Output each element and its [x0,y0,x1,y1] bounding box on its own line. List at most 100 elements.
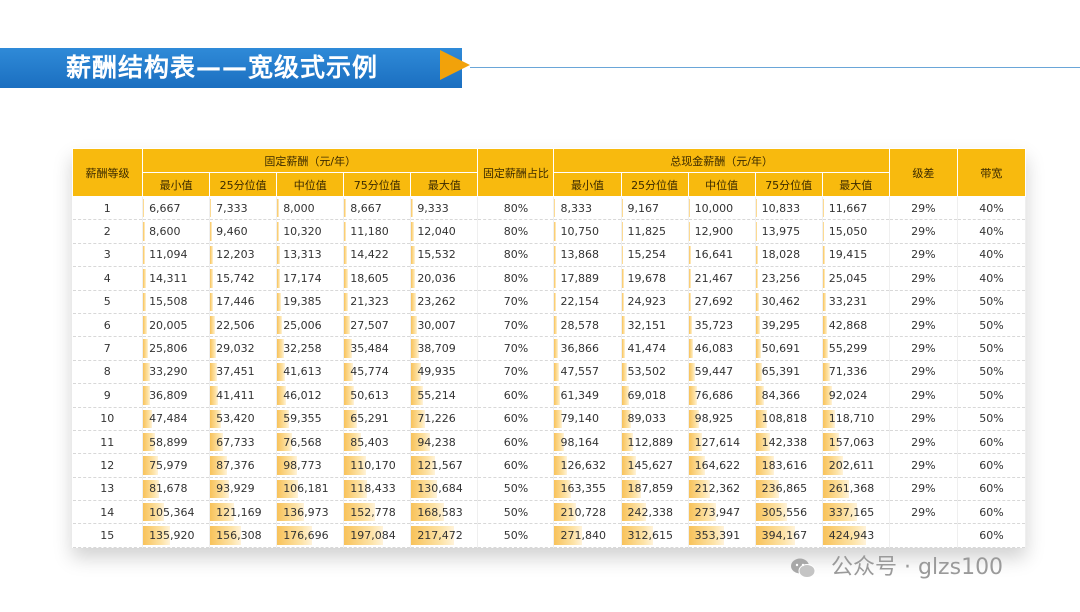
header-level: 薪酬等级 [71,148,144,197]
cell-cash-min-value: 17,889 [560,271,599,285]
cell-fixed-mid-value: 32,258 [283,342,322,356]
cell-cash-p75-value: 30,462 [761,295,801,309]
cell-fixed-max-value: 217,472 [417,529,463,543]
cell-fixed-p25-value: 17,446 [216,295,255,309]
cell-cash-p75-value: 394,167 [761,529,808,543]
cell-cash-p25: 69,018 [621,383,689,408]
cell-fixed-mid: 98,773 [276,453,345,478]
cell-cash-p25: 24,923 [621,290,689,314]
cell-fixed-p75: 118,433 [343,477,412,502]
cell-cash-max-value: 11,667 [828,201,868,215]
cell-cash-mid: 10,000 [688,196,756,221]
cell-fixed-max-value: 15,532 [417,248,456,262]
cell-cash-p75-value: 23,256 [761,271,801,285]
cell-cash-p25: 53,502 [621,360,689,385]
cell-level: 14 [72,500,144,525]
cell-fixed-mid-value: 25,006 [283,318,322,332]
cell-fixed-p25: 53,420 [209,407,278,431]
cell-cash-p25: 9,167 [621,196,689,221]
cell-cash-min: 47,557 [553,360,622,385]
cell-fixed-p75-value: 65,291 [350,412,389,426]
cell-cash-max-value: 71,336 [828,365,868,379]
cell-fixed-max-value: 20,036 [417,271,456,285]
cell-fixed-mid-value: 10,320 [283,225,322,239]
cell-fixed-p75: 21,323 [343,290,412,314]
cell-cash-p75-value: 13,975 [761,225,801,239]
table-row: 15 135,920 156,308 176,696 197,084 217,472 50%… [72,523,1027,548]
cell-fixed-p25: 121,169 [209,500,278,525]
cell-fixed-mid: 46,012 [276,383,345,408]
cell-cash-mid-value: 12,900 [694,225,734,239]
cell-cash-min: 28,578 [553,313,622,338]
cell-band: 40% [957,266,1027,291]
cell-cash-p25-value: 11,825 [627,225,667,239]
header-fixed-p25: 25分位值 [209,172,278,197]
cell-fixed-p25-value: 121,169 [216,505,262,519]
cell-level: 4 [72,266,144,291]
cell-cash-p75: 39,295 [755,313,823,338]
cell-diff: 29% [889,500,958,525]
cell-ratio: 70% [477,336,555,361]
cell-cash-min-value: 13,868 [560,248,599,262]
cell-fixed-p75-value: 197,084 [350,529,396,543]
cell-fixed-max-value: 9,333 [417,201,449,215]
cell-fixed-p75: 65,291 [343,407,412,431]
cell-fixed-p25-value: 53,420 [216,412,255,426]
cell-fixed-min: 6,667 [142,196,211,221]
cell-fixed-min: 135,920 [142,523,211,548]
cell-band: 40% [957,243,1027,268]
cell-fixed-max: 38,709 [410,336,479,361]
cell-fixed-p25: 29,032 [209,336,278,361]
table-row: 7 25,806 29,032 32,258 35,484 38,709 70% 36,866… [72,336,1027,361]
cell-level: 2 [72,219,144,244]
cell-cash-p25: 112,889 [621,430,689,455]
cell-cash-min-value: 28,578 [560,318,599,332]
cell-level: 5 [72,290,144,314]
cell-ratio: 60% [477,453,555,478]
cell-cash-p75: 13,975 [755,219,823,244]
cell-cash-max: 55,299 [822,336,890,361]
cell-cash-min-value: 61,349 [560,388,599,402]
cell-cash-p25: 312,615 [621,523,689,548]
cell-cash-min-value: 98,164 [560,435,599,449]
cell-fixed-p25-value: 15,742 [216,271,255,285]
cell-cash-mid-value: 98,925 [694,412,734,426]
header-fixed-max: 最大值 [410,172,479,197]
cell-fixed-p75-value: 50,613 [350,388,389,402]
cell-fixed-max: 23,262 [410,290,479,314]
cell-cash-max: 15,050 [822,219,890,244]
cell-fixed-p75: 85,403 [343,430,412,455]
cell-diff: 29% [889,407,958,431]
watermark: 公众号 · glzs100 [790,552,1003,584]
cell-cash-min-value: 126,632 [560,458,606,472]
cell-fixed-min: 14,311 [142,266,211,291]
header-row-1: 薪酬等级 固定薪酬（元/年） 固定薪酬占比 总现金薪酬（元/年） 级差 带宽 [71,148,1027,197]
cell-cash-max: 337,165 [822,500,890,525]
cell-cash-max: 11,667 [822,196,890,221]
cell-cash-mid-value: 76,686 [694,388,734,402]
cell-cash-max-value: 15,050 [828,225,868,239]
cell-fixed-min: 33,290 [142,360,211,385]
cell-fixed-p25: 67,733 [209,430,278,455]
header-diff: 级差 [888,148,958,197]
cell-level: 15 [72,523,144,548]
cell-level: 10 [72,407,144,431]
cell-level: 6 [72,313,144,338]
cell-ratio: 60% [477,430,555,455]
cell-level: 13 [72,477,144,502]
cell-fixed-p75: 197,084 [343,523,412,548]
cell-cash-p75: 18,028 [755,243,823,268]
cell-diff: 29% [889,430,958,455]
cell-band: 50% [957,313,1027,338]
cell-cash-max: 157,063 [822,430,890,455]
cell-fixed-min-value: 8,600 [149,225,181,239]
cell-fixed-mid-value: 176,696 [283,529,329,543]
cell-fixed-p75-value: 8,667 [350,201,382,215]
cell-cash-min: 17,889 [553,266,622,291]
cell-ratio: 70% [477,313,555,338]
cell-fixed-max: 168,583 [410,500,479,525]
cell-cash-mid: 76,686 [688,383,756,408]
cell-cash-min: 126,632 [553,453,622,478]
cell-fixed-mid: 19,385 [276,290,345,314]
cell-fixed-max-value: 49,935 [417,365,456,379]
